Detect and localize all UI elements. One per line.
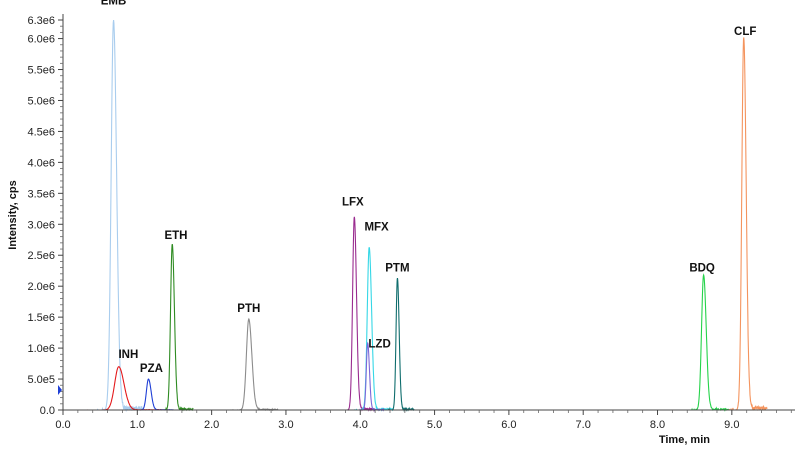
y-tick-label: 3.0e6 [27,219,55,231]
x-tick-label: 9.0 [724,419,739,431]
peak-label-eth: ETH [164,230,187,242]
peak-label-lzd: LZD [368,338,390,350]
y-tick-label: 3.5e6 [27,188,55,200]
x-tick-label: 3.0 [278,419,293,431]
series-bdq [687,273,730,412]
y-tick-label: 2.0e6 [27,281,55,293]
peak-label-mfx: MFX [364,221,389,233]
y-tick-label: 0.0 [40,405,55,417]
y-tick-label: 1.5e6 [27,312,55,324]
series-pth [230,317,279,412]
peak-label-ptm: PTM [385,262,409,274]
series-clf [728,37,768,411]
x-tick-label: 8.0 [650,419,665,431]
y-tick-label: 5.5e6 [27,65,55,77]
x-tick-label: 0.0 [55,419,70,431]
x-tick-label: 6.0 [501,419,516,431]
peak-label-pth: PTH [237,303,260,315]
y-tick-label: 6.3e6 [27,15,55,27]
x-tick-label: 4.0 [353,419,368,431]
baseline-marker-icon [58,385,62,395]
peak-label-pza: PZA [140,363,163,375]
y-tick-label: 1.0e6 [27,343,55,355]
peak-label-inh: INH [118,349,138,361]
series-ptm [386,278,415,412]
x-tick-label: 1.0 [130,419,145,431]
y-tick-label: 2.5e6 [27,250,55,262]
series-lzd [357,341,385,412]
x-tick-label: 5.0 [427,419,442,431]
x-axis-title: Time, min [659,434,710,446]
y-tick-label: 4.5e6 [27,126,55,138]
peak-label-bdq: BDQ [689,262,715,274]
peak-label-emb: EMB [101,0,127,8]
y-tick-label: 4.0e6 [27,157,55,169]
y-tick-label: 5.0e6 [27,95,55,107]
y-axis-title: Intensity, cps [7,180,19,249]
peak-label-lfx: LFX [342,197,364,209]
y-tick-label: 5.0e5 [27,374,55,386]
x-tick-label: 7.0 [576,419,591,431]
peak-label-clf: CLF [734,26,756,38]
y-tick-label: 6.0e6 [27,34,55,46]
x-tick-label: 2.0 [204,419,219,431]
series-eth [159,244,194,412]
